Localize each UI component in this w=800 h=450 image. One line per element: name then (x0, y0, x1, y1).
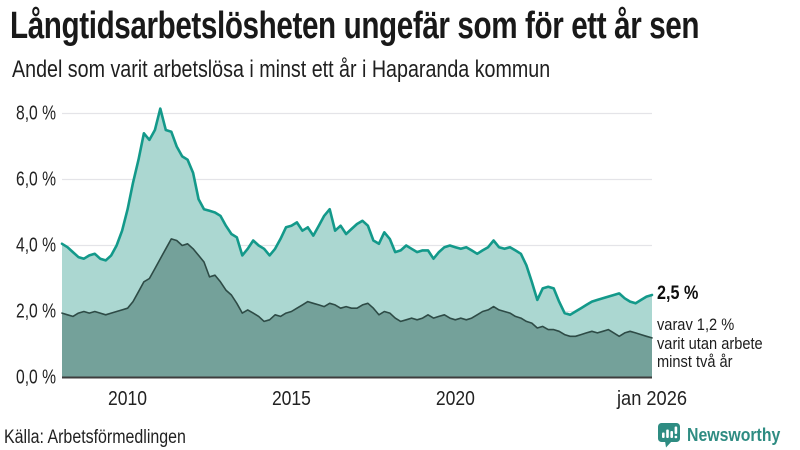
x-tick-label: 2010 (108, 388, 147, 410)
brand-name: Newsworthy (686, 424, 781, 445)
y-tick-label: 8,0 % (16, 103, 56, 125)
newsworthy-bar-chart-bubble-icon (657, 423, 680, 448)
end-value-label: 2,5 % (657, 283, 699, 304)
y-tick-label: 4,0 % (16, 235, 56, 257)
end-value-sublabel: varav 1,2 % varit utan arbete minst två … (657, 315, 786, 372)
x-tick-label: 2020 (436, 388, 475, 410)
page-title: Långtidsarbetslösheten ungefär som för e… (10, 5, 700, 47)
y-tick-label: 0,0 % (16, 367, 56, 389)
y-tick-label: 6,0 % (16, 169, 56, 191)
chart-subtitle: Andel som varit arbetslösa i minst ett å… (12, 56, 551, 83)
end-value-annotation: 2,5 % varav 1,2 % varit utan arbete mins… (657, 283, 800, 372)
annotation-line: varit utan arbete (657, 333, 763, 353)
y-tick-label: 2,0 % (16, 301, 56, 323)
line-two-years (61, 238, 653, 339)
brand-logo: Newsworthy (657, 422, 793, 448)
line-total-one-year (60, 107, 654, 317)
annotation-line: varav 1,2 % (657, 315, 735, 334)
source-credit: Källa: Arbetsförmedlingen (4, 427, 186, 448)
x-tick-label: 2015 (272, 388, 311, 410)
x-tick-label: jan 2026 (616, 388, 687, 410)
annotation-line: minst två år (657, 352, 733, 371)
